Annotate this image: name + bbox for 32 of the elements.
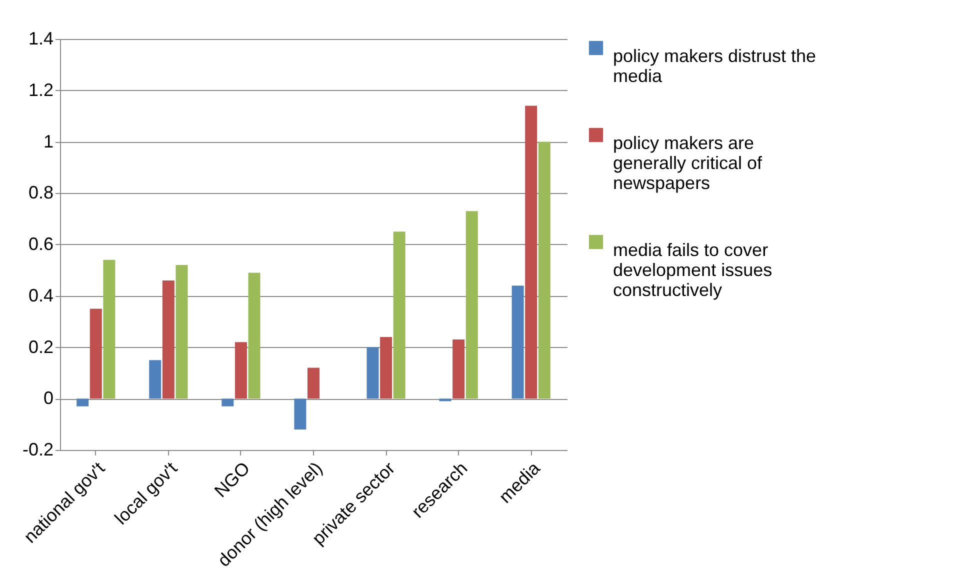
- bar: [512, 286, 524, 399]
- bar: [439, 398, 452, 402]
- legend-label: policy makers distrust the media: [613, 46, 816, 86]
- bar: [380, 336, 392, 399]
- y-tick-label: -0.2: [22, 440, 54, 460]
- bar: [466, 211, 478, 399]
- y-tick-label: 0.8: [28, 182, 54, 203]
- bar: [366, 347, 379, 399]
- bar: [248, 272, 260, 399]
- bar: [222, 398, 234, 406]
- y-tick-label: 1.4: [28, 28, 54, 48]
- bar: [90, 308, 102, 399]
- bar: [234, 342, 247, 399]
- bar: [103, 260, 116, 399]
- y-tick-label: 1: [43, 131, 54, 152]
- bar: [162, 280, 174, 399]
- legend-label: media fails to cover development issues constructively: [613, 240, 772, 300]
- bar: [294, 398, 306, 430]
- y-tick-label: 0.2: [28, 336, 54, 357]
- bar: [525, 106, 538, 399]
- y-tick-label: 0.6: [28, 234, 54, 254]
- legend-label: policy makers are generally critical of newspapers: [613, 133, 764, 193]
- bar: [452, 340, 465, 399]
- bar: [538, 142, 550, 399]
- y-tick-label: 0.4: [28, 285, 54, 306]
- bar: [76, 398, 89, 406]
- bar: [149, 360, 162, 399]
- bar: [308, 368, 320, 399]
- bar: [393, 232, 406, 399]
- y-tick-label: 0: [43, 388, 54, 408]
- y-tick-label: 1.2: [28, 80, 54, 100]
- bar: [176, 265, 188, 399]
